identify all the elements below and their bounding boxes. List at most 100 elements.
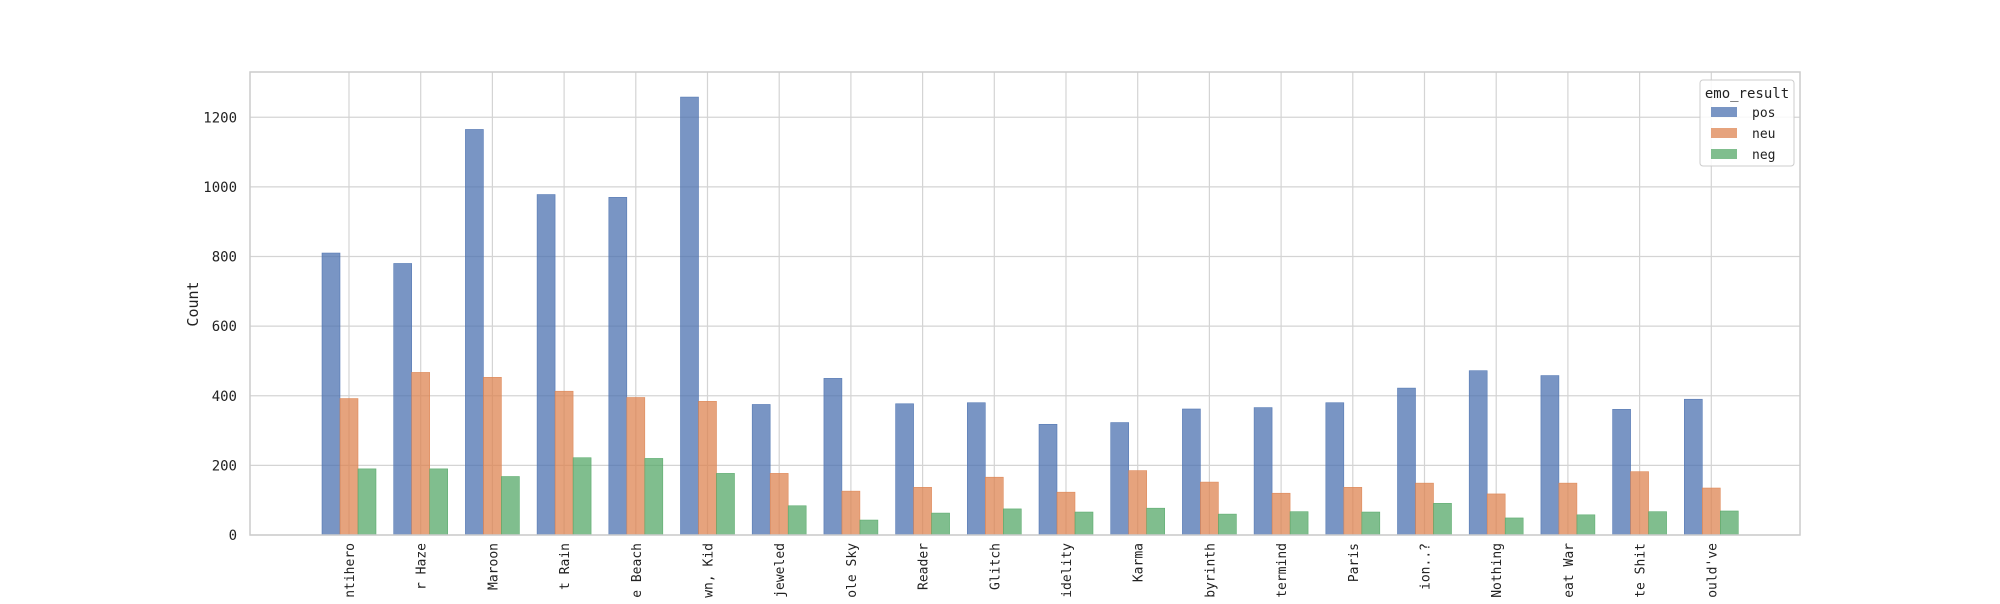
bar-neg (1218, 513, 1237, 535)
y-tick-label: 0 (229, 528, 237, 544)
legend-label-neg: neg (1752, 148, 1775, 163)
legend-swatch-neu (1711, 128, 1737, 138)
bar-pos (895, 403, 914, 535)
bar-pos (1325, 402, 1345, 535)
bar-neg (1361, 511, 1381, 535)
x-tick-label: Maroon (486, 543, 501, 590)
x-tick-label: byrinth (1203, 543, 1218, 598)
y-axis: 0 200 400 600 800 1000 1200 (203, 110, 237, 544)
bars-layer (321, 96, 1739, 535)
bar-neg (501, 476, 520, 535)
x-tick-label: Glitch (988, 543, 1003, 590)
bar-neg (716, 473, 735, 535)
bar-neu (339, 398, 359, 535)
bar-pos (1110, 422, 1129, 535)
x-tick-label: ould've (1705, 543, 1720, 598)
x-tick-label: jeweled (773, 543, 788, 598)
bar-neu (1630, 471, 1649, 535)
x-tick-label: Nothing (1490, 543, 1505, 598)
legend-label-neu: neu (1752, 127, 1775, 142)
bar-neg (859, 519, 879, 535)
bar-neg (1146, 507, 1165, 535)
bar-neu (1415, 482, 1434, 535)
bar-neg (931, 512, 950, 535)
bar-neg (1576, 514, 1596, 535)
legend-box (1699, 79, 1795, 167)
bar-pos (393, 263, 413, 535)
bar-pos (1038, 423, 1058, 535)
bar-neg (1720, 510, 1739, 535)
x-tick-label: idelity (1060, 543, 1075, 598)
bar-pos (1397, 387, 1416, 535)
x-tick-label: wn, Kid (702, 543, 717, 598)
bar-neg (787, 505, 807, 535)
bar-neu (411, 372, 431, 535)
bar-neg (572, 457, 592, 535)
bar-pos (1182, 408, 1201, 535)
x-tick-label: Reader (917, 543, 932, 590)
bar-neu (769, 473, 789, 535)
bar-pos (966, 402, 986, 535)
bar-neu (554, 390, 574, 535)
x-tick-label: e Beach (630, 543, 645, 598)
bar-neu (1343, 487, 1363, 535)
bar-pos (1540, 375, 1560, 535)
bar-pos (1612, 409, 1631, 535)
bar-neu (698, 401, 717, 535)
x-tick-label: eat War (1562, 543, 1577, 598)
bar-neu (483, 377, 502, 535)
y-tick-label: 200 (212, 458, 237, 474)
bar-neg (1002, 508, 1022, 535)
x-tick-label: Karma (1132, 543, 1147, 582)
bar-pos (321, 252, 341, 535)
legend: emo_result pos neu neg (1699, 79, 1795, 167)
x-tick-label: ntihero (343, 543, 358, 598)
bar-pos (465, 129, 484, 535)
bar-pos (1684, 398, 1703, 535)
bar-neg (1433, 503, 1452, 535)
x-tick-label: te Shit (1634, 543, 1649, 598)
y-tick-label: 1200 (203, 110, 237, 126)
bar-neg (1074, 511, 1094, 535)
bar-pos (1253, 407, 1273, 535)
plot-frame (249, 71, 1801, 536)
y-tick-label: 800 (212, 250, 237, 266)
bar-neu (1056, 491, 1076, 535)
bar-pos (823, 378, 843, 535)
x-tick-label: t Rain (558, 543, 573, 590)
x-tick-label: ole Sky (845, 543, 860, 598)
bar-neu (913, 487, 932, 535)
grid-layer (250, 72, 1800, 536)
y-tick-label: 400 (212, 389, 237, 405)
bar-neu (1200, 481, 1219, 535)
x-tick-label: r Haze (415, 543, 430, 590)
bar-neg (357, 468, 377, 535)
bar-pos (608, 197, 628, 535)
bar-neu (1702, 487, 1721, 535)
bar-neu (841, 490, 861, 535)
y-tick-label: 600 (212, 319, 237, 335)
bar-neg (1648, 511, 1667, 535)
x-tick-label: ion..? (1419, 543, 1434, 590)
bar-pos (680, 96, 699, 535)
bar-pos (1468, 370, 1488, 535)
legend-swatch-neg (1711, 149, 1737, 159)
bar-neu (1271, 492, 1291, 535)
x-axis: ntihero r Haze Maroon t Rain e Beach wn, Kid j… (343, 543, 1720, 598)
bar-neu (1128, 470, 1147, 535)
bar-neu (626, 397, 646, 535)
bar-neg (1289, 511, 1309, 535)
legend-label-pos: pos (1752, 106, 1775, 121)
x-tick-label: termind (1275, 543, 1290, 598)
bar-neg (644, 458, 664, 535)
bar-pos (536, 194, 556, 535)
bar-neg (1504, 517, 1524, 535)
legend-title: emo_result (1705, 86, 1789, 102)
bar-neg (429, 468, 449, 535)
legend-swatch-pos (1711, 107, 1737, 117)
bar-neu (1558, 482, 1578, 535)
bar-neu (984, 476, 1004, 535)
bar-pos (751, 404, 771, 535)
